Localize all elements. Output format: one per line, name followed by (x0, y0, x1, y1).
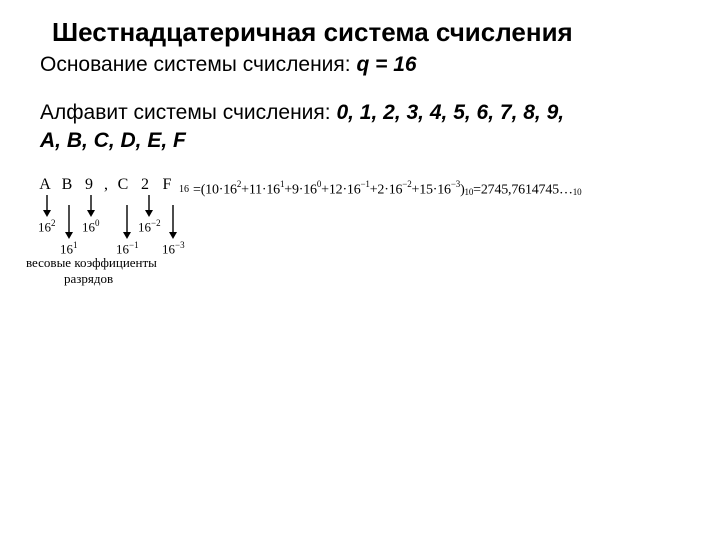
weight-label: 162 (38, 218, 56, 235)
alphabet-digits-2: A, B, C, D, E, F (40, 129, 186, 152)
arrow-icon (120, 205, 134, 239)
digit-char: 9 (85, 177, 93, 193)
weight-arrow: 16−3 (162, 205, 185, 257)
caption-line-2: разрядов (64, 271, 113, 287)
base-value: q = 16 (356, 53, 416, 76)
digit-char: C (118, 177, 129, 193)
math-figure: AB9, C2F 16 =(10·162+11·161+9·160+12·16−1… (34, 177, 680, 295)
digit-char: B (62, 177, 73, 193)
alphabet-digits-1: 0, 1, 2, 3, 4, 5, 6, 7, 8, 9, (336, 101, 564, 124)
arrow-icon (40, 195, 54, 217)
caption-line-1: весовые коэффициенты (26, 255, 157, 271)
arrows-row: 162161160 16−116−216−3 (34, 195, 680, 255)
base-prefix: Основание системы счисления: (40, 53, 356, 76)
digit-column: B (56, 177, 78, 193)
arrow-icon (142, 195, 156, 217)
weight-label: 160 (82, 218, 100, 235)
weight-arrow: 160 (82, 195, 100, 235)
math-top-row: AB9, C2F 16 =(10·162+11·161+9·160+12·16−1… (34, 177, 680, 193)
digit-column: F (156, 177, 178, 193)
weight-arrow: 16−2 (138, 195, 161, 235)
digit-column: 9 (78, 177, 100, 193)
weight-arrow: 16−1 (116, 205, 139, 257)
weight-arrow: 161 (60, 205, 78, 257)
digit-char: F (163, 177, 172, 193)
alphabet-prefix: Алфавит системы счисления: (40, 101, 336, 124)
expansion-expression: =(10·162+11·161+9·160+12·16−1+2·16−2+15·… (193, 177, 581, 193)
digit-column: 2 (134, 177, 156, 193)
alphabet-line: Алфавит системы счисления: 0, 1, 2, 3, 4… (40, 99, 680, 156)
digit-separator: , (100, 177, 112, 193)
weight-label: 16−2 (138, 218, 161, 235)
digit-column: A (34, 177, 56, 193)
digit-char: A (39, 177, 51, 193)
comma: , (104, 177, 108, 193)
arrow-icon (62, 205, 76, 239)
base-line: Основание системы счисления: q = 16 (40, 52, 680, 78)
arrow-icon (166, 205, 180, 239)
digit-column: C (112, 177, 134, 193)
digit-char: 2 (141, 177, 149, 193)
page-title: Шестнадцатеричная система счисления (52, 18, 680, 48)
digit-row: AB9, C2F (34, 177, 178, 193)
arrow-icon (84, 195, 98, 217)
weight-arrow: 162 (38, 195, 56, 235)
slide: Шестнадцатеричная система счисления Осно… (0, 0, 720, 540)
digits-subscript: 16 (179, 185, 189, 195)
